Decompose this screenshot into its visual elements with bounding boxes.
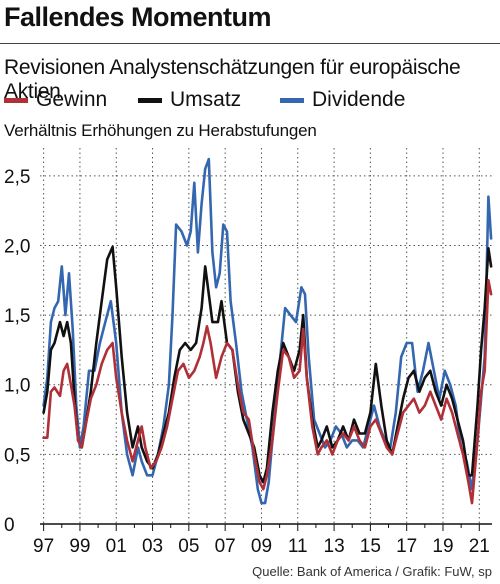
x-tick-label: 21 <box>469 536 490 557</box>
y-tick-label: 1,5 <box>4 306 30 327</box>
title-divider <box>0 43 500 44</box>
x-tick-label: 17 <box>396 536 417 557</box>
x-tick-label: 19 <box>432 536 453 557</box>
x-tick-label: 11 <box>288 536 308 557</box>
x-tick-label: 15 <box>360 536 381 557</box>
legend-label-gewinn: Gewinn <box>36 88 108 111</box>
y-tick-label: 0,5 <box>4 445 30 466</box>
x-tick-label: 13 <box>324 536 345 557</box>
legend: Gewinn Umsatz Dividende <box>0 88 500 114</box>
series-lines <box>42 157 493 505</box>
legend-label-dividende: Dividende <box>312 88 406 111</box>
grid-lines <box>40 148 492 524</box>
y-tick-label: 2,5 <box>4 167 30 188</box>
axes: 0 0,5 1,0 1,5 2,0 2,5 97 99 01 03 05 07 09 11 13 15 17 19… <box>4 167 492 557</box>
x-tick-label: 09 <box>251 536 272 557</box>
x-tick-label: 01 <box>106 536 127 557</box>
legend-item-gewinn: Gewinn <box>4 88 107 112</box>
y-tick-label: 0 <box>4 515 15 536</box>
legend-swatch-umsatz <box>138 97 162 103</box>
legend-swatch-gewinn <box>4 97 28 103</box>
x-tick-label: 05 <box>178 536 199 557</box>
legend-label-umsatz: Umsatz <box>170 88 242 111</box>
chart-subtitle: Revisionen Analystenschätzungen für euro… <box>4 56 461 103</box>
y-tick-label: 1,0 <box>4 376 30 397</box>
legend-item-dividende: Dividende <box>280 88 405 112</box>
series-line-umsatz <box>42 245 493 484</box>
chart-title: Fallendes Momentum <box>4 2 272 32</box>
y-axis-label: Verhältnis Erhöhungen zu Herabstufungen <box>4 121 317 140</box>
x-tick-label: 07 <box>215 536 236 557</box>
series-line-gewinn <box>42 279 493 505</box>
legend-swatch-dividende <box>280 97 304 103</box>
source-note: Quelle: Bank of America / Grafik: FuW, s… <box>252 564 492 579</box>
x-tick-label: 03 <box>142 536 163 557</box>
x-tick-label: 99 <box>69 536 90 557</box>
legend-item-umsatz: Umsatz <box>138 88 241 112</box>
y-tick-label: 2,0 <box>4 236 30 257</box>
x-tick-label: 97 <box>33 536 54 557</box>
